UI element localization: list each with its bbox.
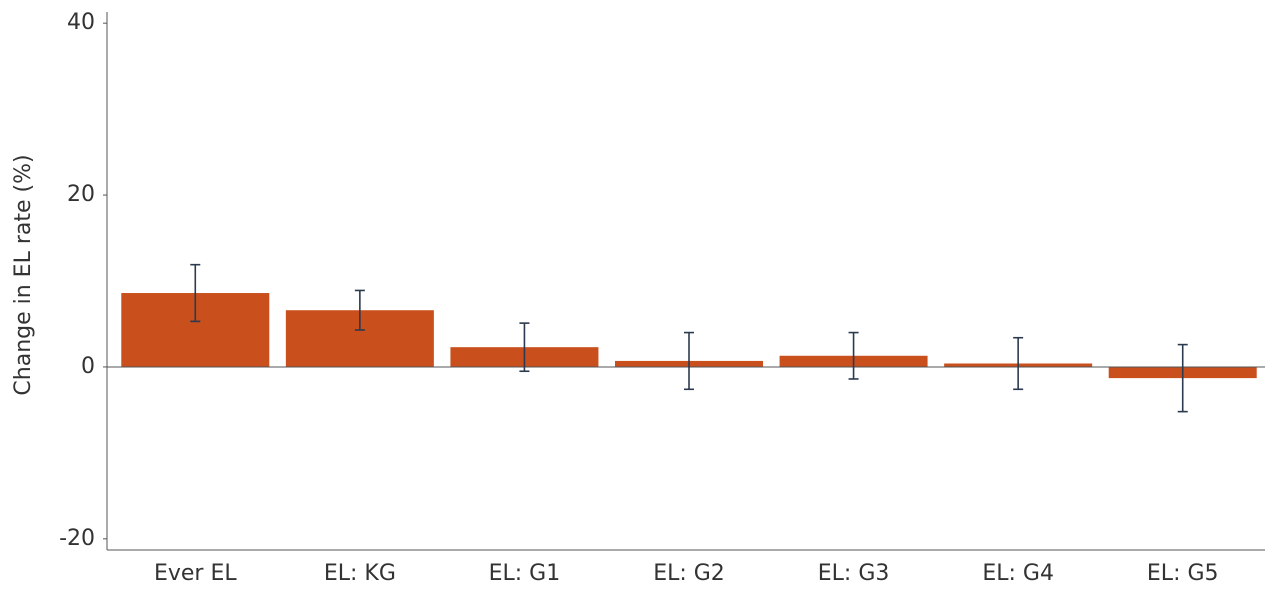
y-tick-label: 40 <box>67 10 95 35</box>
x-tick-label: EL: G3 <box>818 561 890 586</box>
error-bar <box>1177 343 1188 413</box>
error-bar <box>519 322 530 373</box>
y-tick-label: -20 <box>59 526 95 551</box>
x-tick-label: EL: G1 <box>489 561 561 586</box>
error-bar <box>354 289 365 331</box>
x-tick-label: EL: KG <box>324 561 396 586</box>
error-bar <box>684 331 694 391</box>
error-bar <box>1013 336 1024 391</box>
y-tick-label: 20 <box>67 182 95 207</box>
error-bar <box>190 263 201 323</box>
x-tick-label: Ever EL <box>154 561 237 586</box>
y-axis-label: Change in EL rate (%) <box>11 154 36 395</box>
x-tick-label: EL: G5 <box>1147 561 1219 586</box>
x-tick-label: EL: G2 <box>653 561 725 586</box>
y-tick-label: 0 <box>81 354 95 379</box>
x-tick-label: EL: G4 <box>982 561 1054 586</box>
error-bar <box>848 331 859 380</box>
